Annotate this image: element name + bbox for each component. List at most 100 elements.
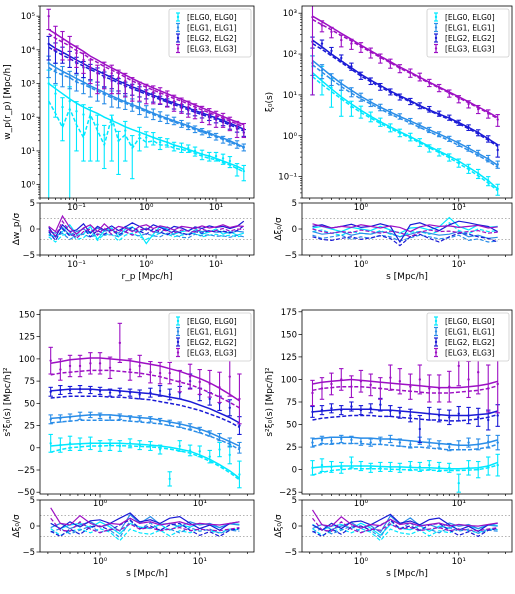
data-point [496,148,499,152]
data-point [340,38,343,42]
data-point [330,86,333,89]
data-point [138,364,141,368]
model-line-dashed [312,76,499,192]
x-minor-ticks [309,552,506,556]
residual-line-dashed [312,232,498,247]
axes-frame [39,5,255,199]
legend: [ELG0, ELG0] [ELG1, ELG1][ELG2, ELG2] [ELG… [426,312,510,362]
series-elg0 [46,69,247,198]
residual-line [312,513,498,533]
data-point [178,444,181,448]
data-point [320,438,324,442]
data-point [369,115,372,118]
data-point [180,102,183,106]
data-point [187,105,190,109]
data-point [180,122,183,125]
data-point [187,124,190,128]
data-point [138,393,141,396]
data-point [477,131,480,134]
data-point [172,99,176,103]
data-point [496,382,499,386]
y-tick-label: 10⁰ [21,181,36,191]
data-point [379,106,382,109]
x-tick-label: 10⁰ [354,260,369,270]
data-point [379,439,382,442]
model-line-dashed [48,66,245,149]
data-point [110,123,113,126]
legend-entry: [ELG3, ELG3] [187,45,237,54]
model-line-dashed [312,42,499,148]
legend-point [176,319,180,323]
series-elg3 [310,345,500,414]
y-tick-label: 10² [21,113,35,123]
series-elg0 [310,55,500,196]
data-point [487,418,490,422]
data-point [418,378,422,381]
data-point [172,119,176,122]
data-point [389,110,392,114]
data-point [389,61,392,65]
data-point [208,382,211,385]
data-point [409,71,412,74]
data-point [457,97,460,101]
chart-panel-7: 10⁰ 10¹ −5 0 5 s [Mpc/h] Δξ₀/σ [12,496,255,579]
data-point [418,124,422,127]
data-point [437,86,441,89]
series-elg3 [46,8,247,139]
data-point [235,167,239,170]
legend: [ELG0, ELG0] [ELG1, ELG1][ELG2, ELG2] [ELG… [426,8,510,58]
data-point [389,437,392,441]
data-point [138,443,141,447]
y-tick-label: 0 [292,225,297,235]
y-tick-label: −5 [22,251,35,261]
data-point [98,414,102,417]
series-elg2 [48,373,242,435]
data-point [398,67,402,70]
x-minor-ticks [309,494,506,498]
y-tick-label: 10¹ [283,91,297,101]
data-point [428,81,431,84]
data-point [188,425,192,428]
data-point [59,368,62,371]
y-tick-label: 5 [292,199,297,209]
data-point [320,463,324,467]
data-point [330,465,333,469]
data-point [242,127,246,131]
x-tick-label: 10¹ [452,260,466,270]
data-point [221,157,225,160]
y-tick-label: 5 [30,199,35,209]
data-point [409,464,412,468]
data-point [389,465,392,469]
series-elg2 [312,513,498,538]
data-point [487,464,490,468]
data-point [180,145,183,149]
data-point [78,364,82,368]
data-point [467,146,470,150]
data-point [218,435,221,439]
legend-entry: [ELG2, ELG2] [445,338,495,347]
legend-entry: [ELG1, ELG1] [187,328,237,337]
series-elg1 [310,434,500,452]
data-point [158,114,162,118]
legend-point [434,351,438,354]
data-point [437,132,441,136]
model-line-dashed [50,419,240,451]
legend-point [176,330,180,333]
residual-line-dashed [312,517,498,534]
residual-line-dashed [48,231,244,241]
series-elg1 [48,411,242,454]
data-point [131,102,134,106]
y-tick-label: 10⁴ [21,46,36,56]
data-point [131,143,134,147]
x-axis-label: s [Mpc/h] [126,569,168,579]
y-tick-label: 175 [281,308,297,318]
data-point [487,387,490,390]
legend-point [434,15,438,19]
data-point [235,142,239,146]
data-point [152,91,155,94]
data-point [110,95,113,99]
data-point [350,42,353,45]
data-point [379,85,382,88]
data-point [496,441,499,444]
data-point [428,107,431,111]
